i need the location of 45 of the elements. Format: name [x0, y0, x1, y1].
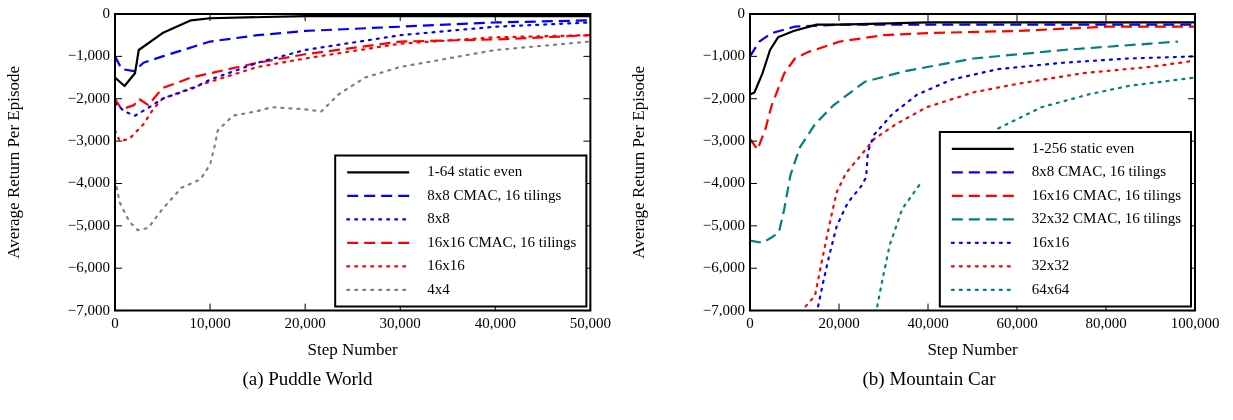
x-tick-label: 50,000: [569, 314, 611, 331]
text: (b) Mountain Car: [861, 368, 997, 390]
x-tick-label: 20,000: [818, 314, 860, 331]
y-tick-label: −4,000: [67, 174, 110, 191]
y-tick-label: −7,000: [702, 301, 745, 318]
legend-label: 16x16 CMAC, 16 tilings: [427, 233, 577, 250]
legend-label: 1-64 static even: [427, 163, 523, 180]
x-tick-label: 80,000: [1085, 314, 1127, 331]
x-tick-label: 100,000: [1170, 314, 1220, 331]
legend-label: 8x8 CMAC, 16 tilings: [1031, 163, 1167, 180]
legend-label: 8x8: [427, 210, 450, 227]
y-tick-label: −2,000: [702, 89, 745, 106]
y-tick-label: −3,000: [702, 132, 745, 149]
legend-label: 32x32 CMAC, 16 tilings: [1031, 210, 1182, 227]
y-tick-label: −6,000: [702, 259, 745, 276]
x-axis-title: Step Number: [927, 340, 1018, 360]
text: (a) Puddle World: [241, 368, 374, 390]
x-axis-title: Step Number: [307, 340, 399, 360]
legend-label: 4x4: [427, 280, 451, 297]
x-tick-label: 40,000: [907, 314, 949, 331]
x-tick-label: 40,000: [474, 314, 516, 331]
legend-label: 16x16: [427, 257, 466, 274]
x-tick-label: 20,000: [284, 314, 326, 331]
y-tick-label: −5,000: [702, 216, 745, 233]
y-tick-label: −2,000: [67, 89, 110, 106]
legend-label: 32x32: [1031, 257, 1070, 274]
legend-label: 16x16: [1031, 233, 1070, 250]
legend-label: 64x64: [1031, 280, 1070, 297]
legend-label: 16x16 CMAC, 16 tilings: [1031, 186, 1182, 203]
y-axis-title: Average Return Per Episode: [3, 65, 23, 259]
y-tick-label: 0: [737, 4, 745, 21]
y-tick-label: −5,000: [67, 216, 110, 233]
y-tick-label: −6,000: [67, 259, 110, 276]
y-tick-label: −1,000: [702, 47, 745, 64]
x-tick-label: 10,000: [189, 314, 231, 331]
x-tick-label: 30,000: [379, 314, 421, 331]
legend-label: 8x8 CMAC, 16 tilings: [427, 186, 562, 203]
y-tick-label: 0: [102, 4, 110, 21]
y-tick-label: −4,000: [702, 174, 745, 191]
y-tick-label: −3,000: [67, 132, 110, 149]
legend-label: 1-256 static even: [1031, 139, 1135, 156]
y-tick-label: −7,000: [67, 301, 110, 318]
x-tick-label: 60,000: [996, 314, 1038, 331]
y-axis-title: Average Return Per Episode: [628, 65, 648, 259]
y-tick-label: −1,000: [67, 47, 110, 64]
